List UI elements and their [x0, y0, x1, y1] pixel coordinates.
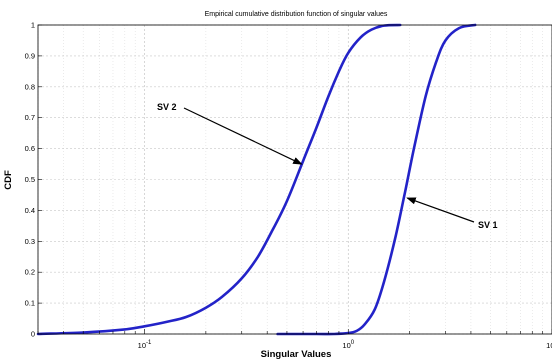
y-tick-label: 0.2 [25, 268, 35, 277]
y-tick-label: 0.1 [25, 299, 35, 308]
chart-title: Empirical cumulative distribution functi… [205, 11, 388, 18]
annotation-label: SV 1 [478, 220, 498, 230]
annotations: SV 2 SV 1 [157, 102, 498, 230]
y-tick-label: 0.4 [25, 206, 35, 215]
annotation-label: SV 2 [157, 102, 177, 112]
x-tick-label: 10-1 [138, 340, 152, 350]
y-tick-label: 0.8 [25, 82, 35, 91]
y-tick-label: 0.7 [25, 113, 35, 122]
y-tick-label: 0.6 [25, 144, 35, 153]
annotation-arrow [406, 197, 475, 223]
y-tick-label: 0 [31, 330, 35, 339]
annotation-arrow [183, 107, 303, 165]
x-tick-label: 101 [546, 340, 552, 350]
x-axis-label: Singular Values [261, 349, 332, 360]
ticks: 0 0.1 0.2 0.3 0.4 0.5 0.6 0.7 0.8 0.9 1 10-1 100 101 [25, 21, 552, 350]
y-tick-label: 0.5 [25, 175, 35, 184]
x-tick-label: 100 [342, 340, 354, 350]
y-tick-label: 1 [31, 21, 35, 30]
y-tick-label: 0.3 [25, 237, 35, 246]
y-tick-label: 0.9 [25, 51, 35, 60]
y-axis-label: CDF [3, 170, 14, 190]
cdf-curve-1 [36, 23, 402, 336]
